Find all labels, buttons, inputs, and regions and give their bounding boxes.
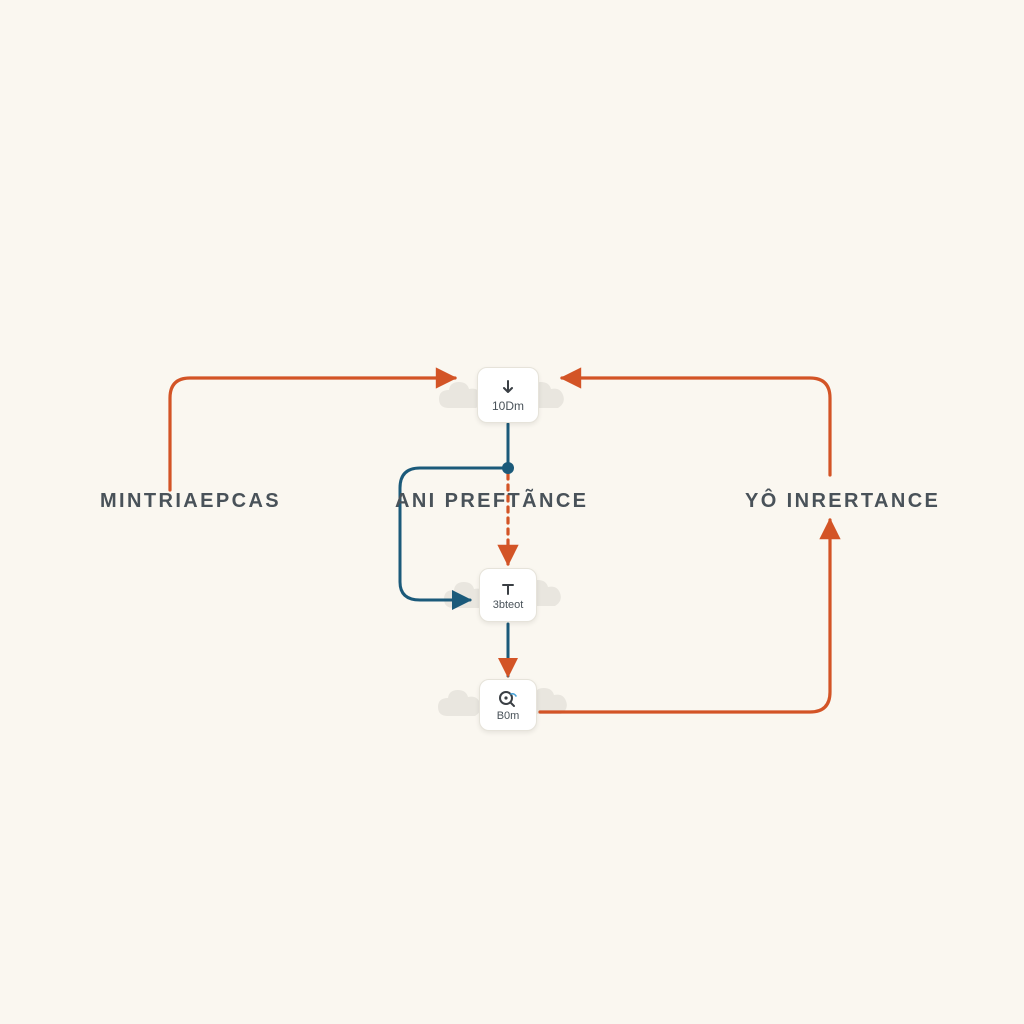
search-eye-icon (497, 689, 519, 709)
cloud-icon (439, 382, 482, 408)
edge-left-to-top (170, 378, 455, 490)
node-top-caption: 10Dm (492, 400, 524, 412)
diagram-canvas: MINTRIAEPCAS ANI PREFTÃNCE YÔ INRERTANCE… (0, 0, 1024, 1024)
label-left: MINTRIAEPCAS (100, 490, 281, 513)
label-center-text: ANI PREFTÃNCE (395, 490, 588, 512)
label-right-text: YÔ INRERTANCE (745, 490, 940, 512)
node-bottom-caption: B0m (497, 711, 520, 722)
edge-right-to-top (562, 378, 830, 475)
node-top: 10Dm (477, 367, 539, 423)
arrow-down-icon (498, 378, 518, 398)
tee-icon (499, 580, 517, 598)
node-mid-caption: 3bteot (493, 600, 524, 611)
label-right: YÔ INRERTANCE (745, 490, 940, 513)
node-mid: 3bteot (479, 568, 537, 622)
node-bottom: B0m (479, 679, 537, 731)
cloud-icon (438, 690, 481, 716)
label-center: ANI PREFTÃNCE (395, 490, 588, 513)
label-left-text: MINTRIAEPCAS (100, 490, 281, 512)
joint-dot (502, 462, 514, 474)
edge-bottom-to-right (540, 520, 830, 712)
